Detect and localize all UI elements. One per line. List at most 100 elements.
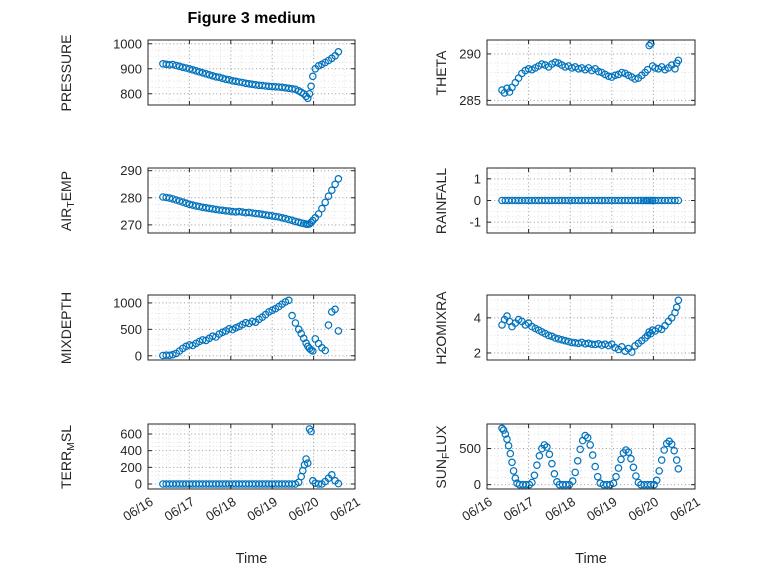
data-point [548,459,556,468]
data-point [169,195,177,203]
data-point [551,58,560,67]
data-point [631,75,639,83]
data-point [185,65,194,73]
data-point [591,462,600,471]
y-tick-label: 285 [459,93,481,108]
data-point [225,76,233,84]
data-point [576,445,585,454]
data-point [308,347,317,355]
data-point [308,72,317,81]
data-series-air_temp [159,175,343,229]
data-point [501,430,510,438]
data-point [179,198,187,206]
data-series-sun_flux [498,424,683,489]
data-point [205,71,214,79]
data-point [215,73,224,82]
data-point [509,467,518,475]
data-point [551,334,560,342]
data-point [660,446,669,454]
data-point [533,461,541,470]
y-tick-label: 0 [135,477,142,492]
data-point [288,480,296,488]
data-point [307,218,315,227]
data-point [303,94,312,103]
data-point [334,175,343,183]
y-tick-label: 4 [474,310,481,325]
data-point [327,470,336,479]
x-tick-label: 06/17 [501,494,537,524]
data-point [571,468,580,477]
y-tick-label: -1 [469,215,481,230]
data-point [188,66,197,74]
y-tick-label: 600 [120,427,142,442]
y-tick-label: 500 [459,441,481,456]
data-point [588,451,597,459]
data-point [307,427,315,436]
data-point [175,197,184,205]
data-point [499,426,508,434]
data-point [550,469,559,478]
data-point [248,317,257,326]
data-point [535,451,544,460]
data-point [308,476,317,485]
x-tick-label: 06/18 [203,494,239,524]
data-point [632,472,640,480]
data-point [192,67,200,75]
data-point [331,305,339,314]
x-axis-label-right: Time [575,551,607,567]
y-tick-label: 2 [474,345,481,360]
subplot-sun_flux: 0 500 06/16 06/17 06/18 06/19 06/20 06/21 [459,423,703,524]
x-tick-label: 06/18 [542,494,578,524]
y-tick-label: 500 [120,322,142,337]
data-point [674,296,683,305]
subplot-h2omixra: 24 [474,294,696,361]
data-point [671,308,679,317]
data-point [334,327,343,335]
data-point [172,61,181,70]
y-tick-label: 1 [474,171,481,186]
data-point [222,75,230,84]
data-point [602,480,611,489]
data-point [670,446,679,455]
data-point [674,196,683,205]
data-point [583,433,592,442]
data-point [586,441,595,449]
data-point [558,335,566,344]
data-point [573,456,582,465]
data-point [672,456,681,464]
data-series-rainfall [498,196,683,205]
data-point [169,60,177,69]
data-point [305,90,314,98]
y-tick-label: 280 [120,190,142,205]
figure-title: Figure 3 medium [187,10,316,27]
data-point [321,198,330,207]
y-tick-label: 290 [459,46,481,61]
data-point [627,348,636,356]
y-tick-label: 0 [135,348,142,363]
data-point [643,65,652,74]
data-point [331,180,339,189]
data-point [561,336,570,345]
y-tick-label: 270 [120,217,142,232]
data-point [165,351,174,360]
data-point [506,449,515,458]
x-tick-label: 06/21 [667,494,703,524]
y-tick-label: 0 [474,477,481,492]
data-point [208,332,217,341]
data-point [672,303,681,312]
data-point [645,41,654,50]
y-tick-label: 0 [474,193,481,208]
data-point [609,479,618,488]
data-point [195,68,204,76]
y-tick-label: 200 [120,460,142,475]
y-tick-label: 1000 [113,36,142,51]
data-point [288,311,296,320]
data-point [606,480,614,489]
data-point [612,472,620,481]
data-point [172,196,181,204]
data-point [568,477,577,485]
data-point [562,480,570,489]
y-tick-label: 1000 [113,295,142,310]
